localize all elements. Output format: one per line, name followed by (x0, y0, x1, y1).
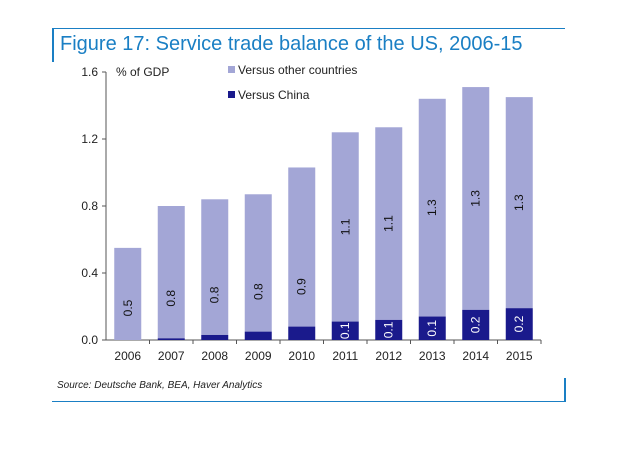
bar-other-2010 (288, 167, 316, 327)
bar-other-2011 (331, 132, 359, 322)
data-label-other-2013: 1.3 (425, 199, 439, 216)
bar-china-2007 (157, 338, 185, 340)
source-note: Source: Deutsche Bank, BEA, Haver Analyt… (57, 380, 263, 391)
data-label-other-2006: 0.5 (121, 299, 135, 316)
bar-china-2013 (418, 316, 446, 340)
data-label-other-2009: 0.8 (251, 283, 265, 300)
bar-other-2007 (157, 206, 185, 339)
x-tick-label: 2008 (201, 349, 228, 363)
data-label-china-2013: 0.1 (425, 320, 439, 337)
y-tick-label: 0.4 (81, 266, 98, 280)
y-tick-label: 0.8 (81, 199, 98, 213)
legend-label: Versus China (238, 88, 310, 102)
bar-other-2013 (418, 98, 446, 317)
bar-china-2014 (462, 309, 490, 340)
data-label-china-2011: 0.1 (338, 322, 352, 339)
data-label-china-2014: 0.2 (469, 316, 483, 333)
frame-bottom-border (52, 401, 566, 402)
bar-other-2014 (462, 87, 490, 310)
legend-swatch (228, 66, 235, 73)
y-tick-label: 0.0 (81, 333, 98, 347)
x-tick-label: 2012 (375, 349, 402, 363)
data-label-other-2008: 0.8 (208, 286, 222, 303)
x-tick-label: 2011 (332, 349, 358, 363)
x-tick-label: 2006 (114, 349, 141, 363)
bar-china-2011 (331, 321, 359, 340)
legend-label: Versus other countries (238, 63, 357, 77)
bar-other-2009 (244, 194, 272, 332)
bar-china-2010 (288, 326, 316, 340)
data-label-other-2011: 1.1 (338, 218, 352, 235)
y-axis-label: % of GDP (116, 65, 169, 79)
x-tick-label: 2014 (462, 349, 489, 363)
frame-left-border (52, 28, 54, 62)
bar-other-2006 (114, 247, 142, 340)
data-label-china-2012: 0.1 (382, 321, 396, 338)
bar-other-2012 (375, 127, 403, 320)
chart-title: Figure 17: Service trade balance of the … (60, 33, 523, 55)
bar-china-2009 (244, 331, 272, 340)
x-tick-label: 2009 (245, 349, 272, 363)
x-tick-label: 2010 (288, 349, 315, 363)
y-tick-label: 1.6 (81, 65, 98, 79)
bar-china-2008 (201, 334, 229, 340)
frame-right-border (564, 378, 566, 402)
x-tick-label: 2015 (506, 349, 533, 363)
data-label-other-2015: 1.3 (512, 194, 526, 211)
data-label-other-2010: 0.9 (295, 278, 309, 295)
data-label-other-2012: 1.1 (382, 215, 396, 232)
frame-top-border (52, 28, 565, 29)
data-label-china-2015: 0.2 (512, 315, 526, 332)
bar-other-2008 (201, 199, 229, 335)
x-tick-label: 2013 (419, 349, 446, 363)
x-tick-label: 2007 (158, 349, 185, 363)
data-label-other-2007: 0.8 (164, 290, 178, 307)
data-label-other-2014: 1.3 (469, 190, 483, 207)
bar-china-2012 (375, 319, 403, 340)
y-tick-label: 1.2 (81, 132, 98, 146)
bar-china-2015 (505, 308, 533, 340)
legend-swatch (228, 91, 235, 98)
bar-other-2015 (505, 97, 533, 309)
